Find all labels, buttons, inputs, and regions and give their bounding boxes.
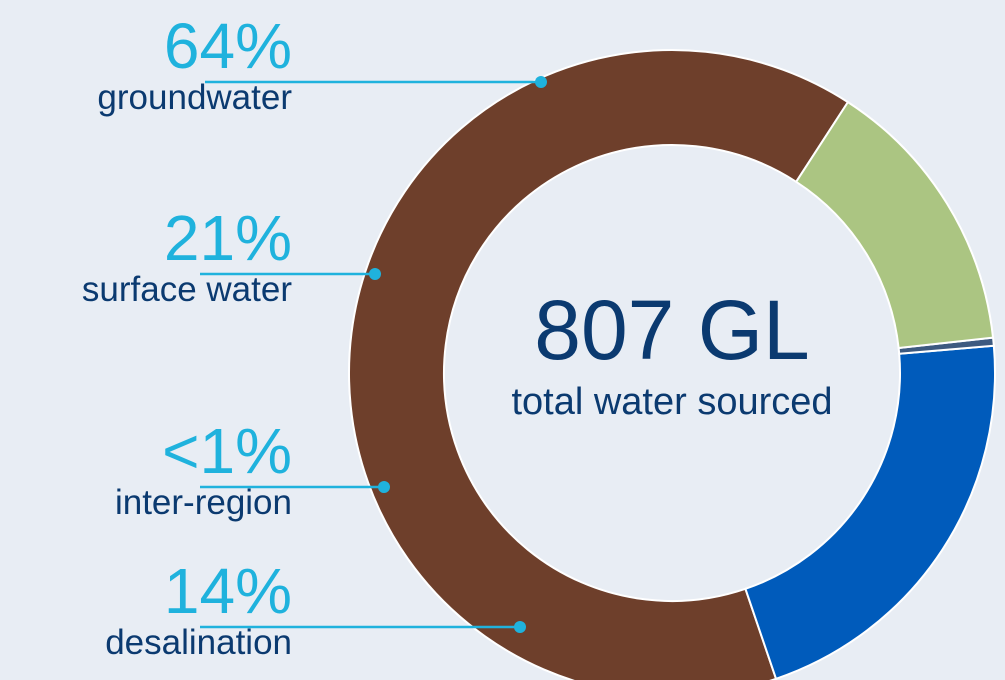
slice-value-label-surface-water: 21% <box>163 202 292 274</box>
leader-dot-desalination <box>514 621 526 633</box>
callout-groundwater: 64% groundwater <box>97 14 292 118</box>
leader-dot-surface-water <box>369 268 381 280</box>
callout-inter-region: <1% inter-region <box>115 419 292 523</box>
center-total-caption: total water sourced <box>511 381 833 423</box>
slice-value-label-groundwater: 64% <box>163 10 292 82</box>
slice-category-label-surface-water: surface water <box>81 270 292 309</box>
slice-value-label-desalination: 14% <box>163 555 292 627</box>
leader-dot-inter-region <box>378 481 390 493</box>
center-total-value: 807 GL <box>534 283 810 377</box>
donut-slice-desalination <box>794 100 995 350</box>
slice-category-label-desalination: desalination <box>105 623 292 662</box>
leader-dot-groundwater <box>535 76 547 88</box>
slice-category-label-inter-region: inter-region <box>114 483 292 522</box>
donut-slice-groundwater <box>348 49 850 680</box>
slice-category-label-groundwater: groundwater <box>97 78 292 117</box>
callout-surface-water: 21% surface water <box>82 206 292 310</box>
callout-desalination: 14% desalination <box>105 559 292 663</box>
slice-value-label-inter-region: <1% <box>162 415 292 487</box>
